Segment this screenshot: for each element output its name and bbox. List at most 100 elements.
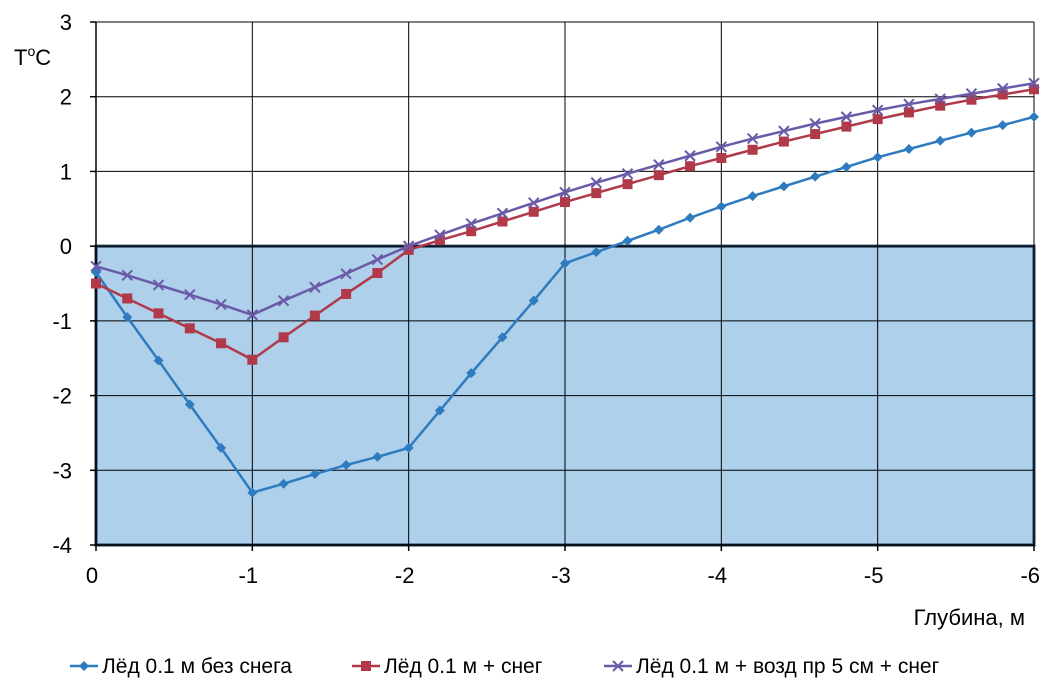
data-point (122, 312, 133, 323)
data-point (841, 121, 852, 132)
data-point (612, 660, 624, 672)
data-point (278, 478, 289, 489)
data-point (685, 212, 696, 223)
legend-item: Лёд 0.1 м без снега (70, 655, 292, 678)
legend-label: Лёд 0.1 м без снега (102, 655, 292, 678)
data-point (997, 89, 1008, 100)
x-tick-label: -1 (239, 563, 259, 588)
x-tick-label: -2 (395, 563, 415, 588)
data-point (528, 295, 539, 306)
data-point (372, 268, 383, 279)
data-point (216, 338, 227, 349)
data-point (403, 442, 414, 453)
data-point (591, 188, 602, 199)
data-point (559, 186, 571, 199)
data-point (309, 469, 320, 480)
data-point (935, 135, 946, 146)
data-point (121, 269, 133, 281)
data-point (746, 132, 759, 145)
data-point (184, 399, 195, 410)
data-point (903, 107, 914, 118)
data-point (622, 179, 633, 190)
y-axis-title: ToC (14, 43, 51, 70)
data-point (810, 129, 821, 140)
data-point (371, 253, 384, 266)
data-point (965, 88, 978, 100)
y-tick-label: -1 (52, 309, 72, 334)
data-point (841, 161, 852, 172)
data-point (903, 98, 915, 110)
data-point (715, 141, 728, 153)
data-point (778, 136, 789, 147)
data-point (309, 310, 320, 321)
data-point (591, 247, 602, 258)
data-point (747, 144, 758, 155)
legend-label: Лёд 0.1 м + снег (384, 655, 543, 678)
data-point (528, 206, 539, 217)
data-point (466, 226, 477, 237)
data-point (79, 661, 89, 671)
data-point (871, 104, 884, 116)
data-point (934, 93, 946, 105)
data-point (216, 442, 227, 453)
data-point (215, 298, 227, 311)
x-tick-label: -5 (864, 563, 884, 588)
data-point (872, 114, 883, 125)
legend-item: Лёд 0.1 м + снег (352, 655, 543, 678)
data-point (466, 368, 477, 379)
data-point (341, 288, 352, 299)
data-point (434, 229, 446, 241)
series-2 (91, 84, 1039, 365)
x-tick-label: -6 (1020, 563, 1040, 588)
data-point (621, 167, 634, 180)
data-point (497, 332, 508, 343)
data-point (1028, 77, 1040, 89)
data-point (997, 82, 1009, 95)
data-point (309, 281, 321, 293)
data-point (465, 218, 477, 230)
data-point (778, 181, 789, 192)
data-point (434, 235, 445, 246)
y-tick-label: -3 (52, 458, 72, 483)
data-point (653, 224, 664, 235)
y-tick-label: 2 (60, 85, 72, 110)
data-point (590, 176, 602, 189)
data-point (434, 405, 445, 416)
data-point (966, 94, 977, 105)
data-point (496, 207, 509, 219)
data-point (153, 308, 164, 319)
x-axis-title: Глубина, м (914, 605, 1025, 630)
data-point (935, 100, 946, 111)
data-point (246, 309, 259, 321)
y-tick-label: 0 (60, 234, 72, 259)
data-point (560, 197, 570, 208)
data-point (91, 278, 101, 289)
x-tick-label: -4 (708, 563, 728, 588)
data-point (809, 117, 821, 130)
data-point (872, 152, 883, 163)
data-point (778, 125, 790, 137)
data-point (966, 127, 977, 138)
data-point (152, 279, 165, 291)
data-point (1029, 111, 1039, 122)
legend-item: Лёд 0.1 м + возд пр 5 см + снег (604, 655, 940, 678)
data-point (653, 170, 664, 181)
x-tick-label: 0 (86, 563, 98, 588)
data-point (247, 354, 258, 365)
y-tick-label: -2 (52, 384, 72, 409)
series-3 (90, 77, 1040, 321)
data-point (184, 288, 196, 301)
y-tick-label: 3 (60, 10, 72, 35)
data-point (90, 260, 102, 273)
data-point (361, 661, 371, 671)
data-point (622, 235, 633, 246)
data-point (277, 294, 290, 307)
data-point (122, 293, 133, 304)
data-point (247, 487, 258, 498)
data-point (716, 201, 727, 212)
legend-label: Лёд 0.1 м + возд пр 5 см + снег (636, 655, 940, 678)
data-point (560, 258, 570, 269)
data-point (153, 355, 164, 366)
data-point (403, 244, 414, 255)
